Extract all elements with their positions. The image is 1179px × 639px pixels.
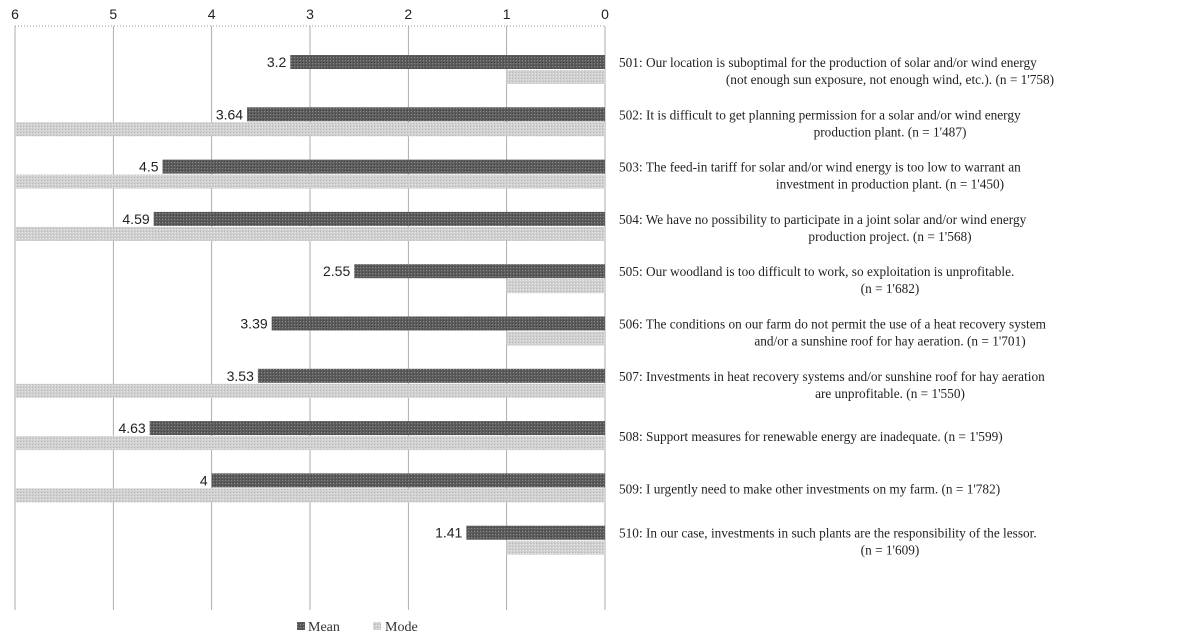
category-label-1-line-1: 501: Our location is suboptimal for the … [619, 55, 1037, 70]
data-label-mean-3: 4.5 [139, 159, 159, 175]
category-label-6-line-1: 506: The conditions on our farm do not p… [619, 317, 1047, 332]
category-label-6-line-2: and/or a sunshine roof for hay aeration.… [754, 334, 1025, 349]
x-tick-label-3: 3 [306, 6, 314, 22]
data-label-mean-5: 2.55 [323, 263, 350, 279]
bar-mean-9 [211, 473, 605, 488]
bar-mean-3 [162, 159, 605, 174]
bar-mean-5 [354, 264, 605, 279]
x-tick-label-5: 5 [109, 6, 117, 22]
data-label-mean-10: 1.41 [435, 525, 462, 541]
legend: Mean Mode [297, 620, 418, 635]
x-tick-label-0: 0 [601, 6, 609, 22]
category-labels: 501: Our location is suboptimal for the … [619, 55, 1054, 558]
category-label-7-line-2: are unprofitable. (n = 1'550) [815, 386, 965, 401]
category-label-5-line-1: 505: Our woodland is too difficult to wo… [619, 264, 1014, 279]
category-label-3-line-2: investment in production plant. (n = 1'4… [776, 177, 1004, 192]
category-label-8: 508: Support measures for renewable ener… [619, 429, 1003, 444]
bar-mean-2 [247, 107, 606, 122]
category-label-4-line-1: 504: We have no possibility to participa… [619, 212, 1027, 227]
bar-mean-10 [466, 525, 605, 540]
bar-mode-9 [15, 488, 605, 503]
data-label-mean-7: 3.53 [227, 368, 254, 384]
bar-mean-7 [257, 368, 605, 383]
legend-swatch-mode [373, 622, 381, 630]
bar-mean-4 [153, 211, 605, 226]
bar-mode-10 [506, 540, 605, 555]
bar-mode-7 [15, 383, 605, 398]
category-label-10-line-2: (n = 1'609) [861, 543, 920, 558]
category-label-1-line-2: (not enough sun exposure, not enough win… [726, 72, 1054, 87]
x-tick-label-6: 6 [11, 6, 19, 22]
category-label-9: 509: I urgently need to make other inves… [619, 481, 1000, 496]
category-label-5-line-2: (n = 1'682) [861, 281, 920, 296]
bars: 3.2 3.64 4.5 4.59 2.55 3.39 3.53 4.63 4 1.41 [15, 54, 606, 555]
legend-swatch-mean [297, 622, 305, 630]
bar-mode-8 [15, 436, 605, 451]
data-label-mean-6: 3.39 [240, 316, 267, 332]
legend-label-mode: Mode [385, 620, 418, 635]
data-label-mean-8: 4.63 [118, 420, 145, 436]
data-label-mean-4: 4.59 [122, 211, 149, 227]
bar-mean-8 [149, 421, 605, 436]
data-label-mean-1: 3.2 [267, 54, 287, 70]
category-label-3-line-1: 503: The feed-in tariff for solar and/or… [619, 160, 1021, 175]
legend-label-mean: Mean [308, 620, 340, 635]
bar-mean-1 [290, 55, 605, 69]
bar-mode-4 [15, 226, 605, 241]
category-label-10-line-1: 510: In our case, investments in such pl… [619, 526, 1037, 541]
x-tick-label-1: 1 [503, 6, 511, 22]
x-tick-label-2: 2 [404, 6, 412, 22]
category-label-2-line-1: 502: It is difficult to get planning per… [619, 107, 1021, 122]
category-label-4-line-2: production project. (n = 1'568) [808, 229, 971, 244]
bar-mode-5 [506, 279, 605, 294]
bar-mode-6 [506, 331, 605, 346]
x-axis-ticks: 6 5 4 3 2 1 0 [11, 6, 609, 22]
data-label-mean-2: 3.64 [216, 106, 243, 122]
bar-mean-6 [271, 316, 605, 331]
bar-mode-2 [15, 122, 605, 137]
bar-mode-3 [15, 174, 605, 189]
category-label-2-line-2: production plant. (n = 1'487) [814, 124, 967, 139]
category-label-7-line-1: 507: Investments in heat recovery system… [619, 369, 1045, 384]
x-tick-label-4: 4 [208, 6, 216, 22]
bar-mode-1 [506, 70, 605, 84]
data-label-mean-9: 4 [200, 472, 208, 488]
